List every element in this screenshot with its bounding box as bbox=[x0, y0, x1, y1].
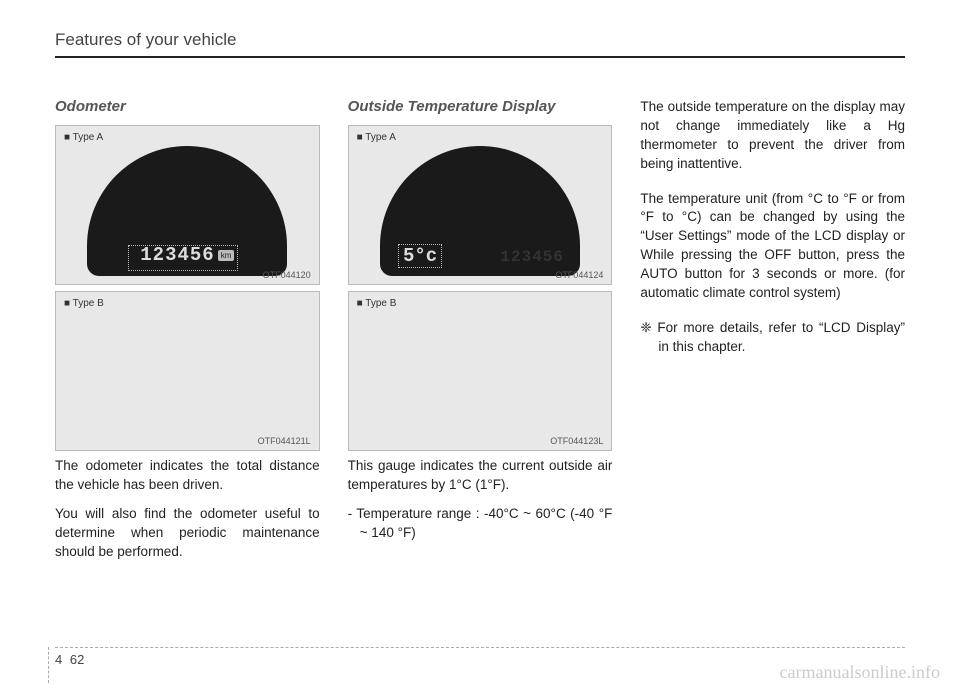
watermark: carmanualsonline.info bbox=[780, 662, 940, 683]
temp-readout: 5°c bbox=[398, 244, 442, 268]
odometer-value: 123456 bbox=[140, 244, 214, 266]
figure-type-label: ■ Type A bbox=[64, 132, 103, 143]
chapter-number: 4 bbox=[55, 652, 62, 667]
temp-gauge-a: 5°c 123456 bbox=[380, 146, 580, 281]
notes-crossref: ❈ For more details, refer to “LCD Displa… bbox=[640, 319, 905, 357]
header-rule bbox=[55, 56, 905, 58]
temp-figure-type-a: ■ Type A 5°c 123456 OTF044124 bbox=[348, 125, 613, 285]
content-columns: Odometer ■ Type A 123456 km OTF044120 ■ T… bbox=[55, 98, 905, 571]
page-number: 4 62 bbox=[55, 652, 905, 667]
odometer-figure-type-b: ■ Type B OTF044121L bbox=[55, 291, 320, 451]
page: Features of your vehicle Odometer ■ Type… bbox=[0, 0, 960, 689]
odometer-readout: 123456 km bbox=[127, 244, 247, 266]
odometer-paragraph-1: The odometer indicates the total distanc… bbox=[55, 457, 320, 495]
odometer-unit: km bbox=[218, 250, 235, 261]
page-footer: 4 62 bbox=[55, 647, 905, 667]
footer-rule bbox=[55, 647, 905, 648]
notes-paragraph-1: The outside temperature on the display m… bbox=[640, 98, 905, 174]
figure-type-label: ■ Type B bbox=[64, 298, 104, 309]
odometer-faded-value: 123456 bbox=[500, 248, 564, 266]
column-outside-temp: Outside Temperature Display ■ Type A 5°c… bbox=[348, 98, 613, 571]
odometer-paragraph-2: You will also find the odometer useful t… bbox=[55, 505, 320, 562]
outside-temp-title: Outside Temperature Display bbox=[348, 98, 613, 115]
figure-ref: OTF044124 bbox=[555, 270, 603, 280]
column-notes: The outside temperature on the display m… bbox=[640, 98, 905, 571]
gauge-dome: 5°c 123456 bbox=[380, 146, 580, 276]
temp-paragraph-2: - Temperature range : -40°C ~ 60°C (-40 … bbox=[348, 505, 613, 543]
figure-ref: OTF044123L bbox=[550, 436, 603, 446]
notes-paragraph-2: The temperature unit (from °C to °F or f… bbox=[640, 190, 905, 303]
odometer-gauge-a: 123456 km bbox=[87, 146, 287, 281]
column-odometer: Odometer ■ Type A 123456 km OTF044120 ■ T… bbox=[55, 98, 320, 571]
odometer-title: Odometer bbox=[55, 98, 320, 115]
temp-value: 5°c bbox=[398, 244, 442, 268]
figure-ref: OTF044120 bbox=[263, 270, 311, 280]
page-header-title: Features of your vehicle bbox=[55, 30, 905, 54]
gauge-dome: 123456 km bbox=[87, 146, 287, 276]
temp-figure-type-b: ■ Type B OTF044123L bbox=[348, 291, 613, 451]
figure-type-label: ■ Type A bbox=[357, 132, 396, 143]
odometer-figure-type-a: ■ Type A 123456 km OTF044120 bbox=[55, 125, 320, 285]
page-number-value: 62 bbox=[70, 652, 84, 667]
temp-paragraph-1: This gauge indicates the current outside… bbox=[348, 457, 613, 495]
figure-type-label: ■ Type B bbox=[357, 298, 397, 309]
footer-vertical-rule bbox=[48, 647, 49, 683]
page-header: Features of your vehicle bbox=[55, 30, 905, 58]
figure-ref: OTF044121L bbox=[258, 436, 311, 446]
